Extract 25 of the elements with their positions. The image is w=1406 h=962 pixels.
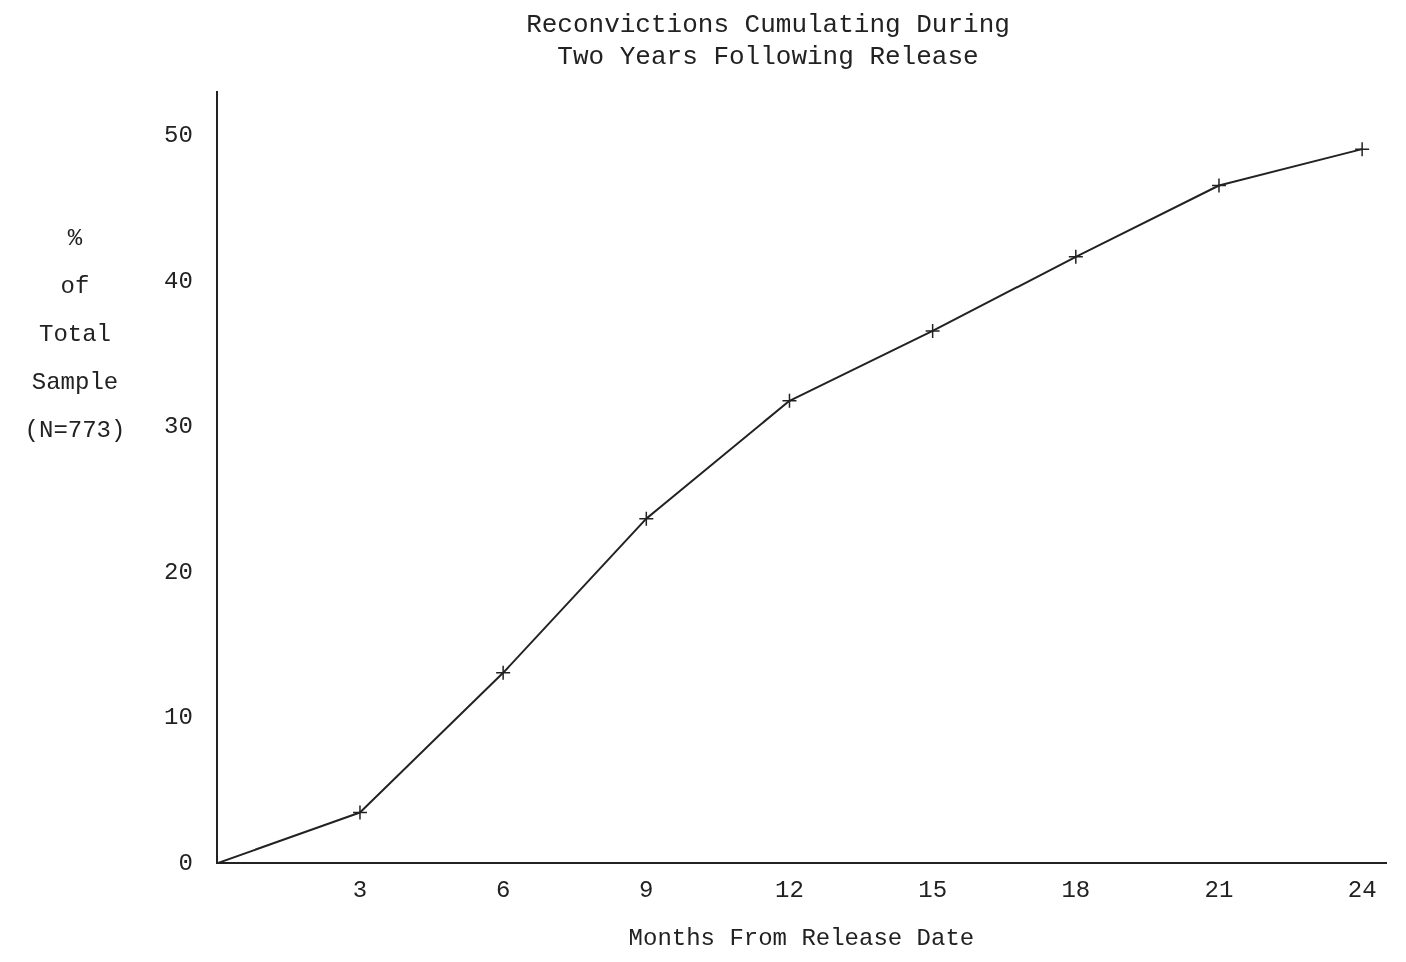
x-tick-label: 6 — [495, 877, 511, 905]
point — [352, 804, 368, 821]
y-tick-label: 30 — [163, 413, 193, 441]
point — [1354, 141, 1370, 157]
point — [1211, 177, 1227, 194]
x-tick-label: 24 — [1347, 877, 1377, 905]
x-tick-label: 18 — [1061, 877, 1091, 905]
point — [924, 323, 941, 339]
y-tick-label: 10 — [163, 704, 193, 732]
x-tick-label: 15 — [918, 877, 948, 905]
chart-title: Reconvictions Cumulating During Two Years Following Release — [526, 10, 1010, 72]
point — [638, 510, 655, 527]
x-axis-title: Months From Release Date — [628, 924, 975, 952]
point — [1068, 249, 1084, 265]
y-tick-label: 50 — [163, 122, 193, 150]
point — [781, 393, 798, 409]
x-tick-label: 9 — [639, 877, 654, 905]
x-tick-label: 12 — [775, 877, 804, 905]
y-axis-title: % of Total Sample (N=773) — [23, 224, 127, 446]
point — [495, 665, 511, 681]
y-tick-label: 20 — [163, 558, 193, 586]
y-tick-label: 40 — [163, 267, 193, 295]
y-tick-label: 0 — [178, 849, 193, 877]
x-tick-label: 3 — [352, 877, 368, 905]
x-tick-label: 21 — [1204, 877, 1234, 905]
